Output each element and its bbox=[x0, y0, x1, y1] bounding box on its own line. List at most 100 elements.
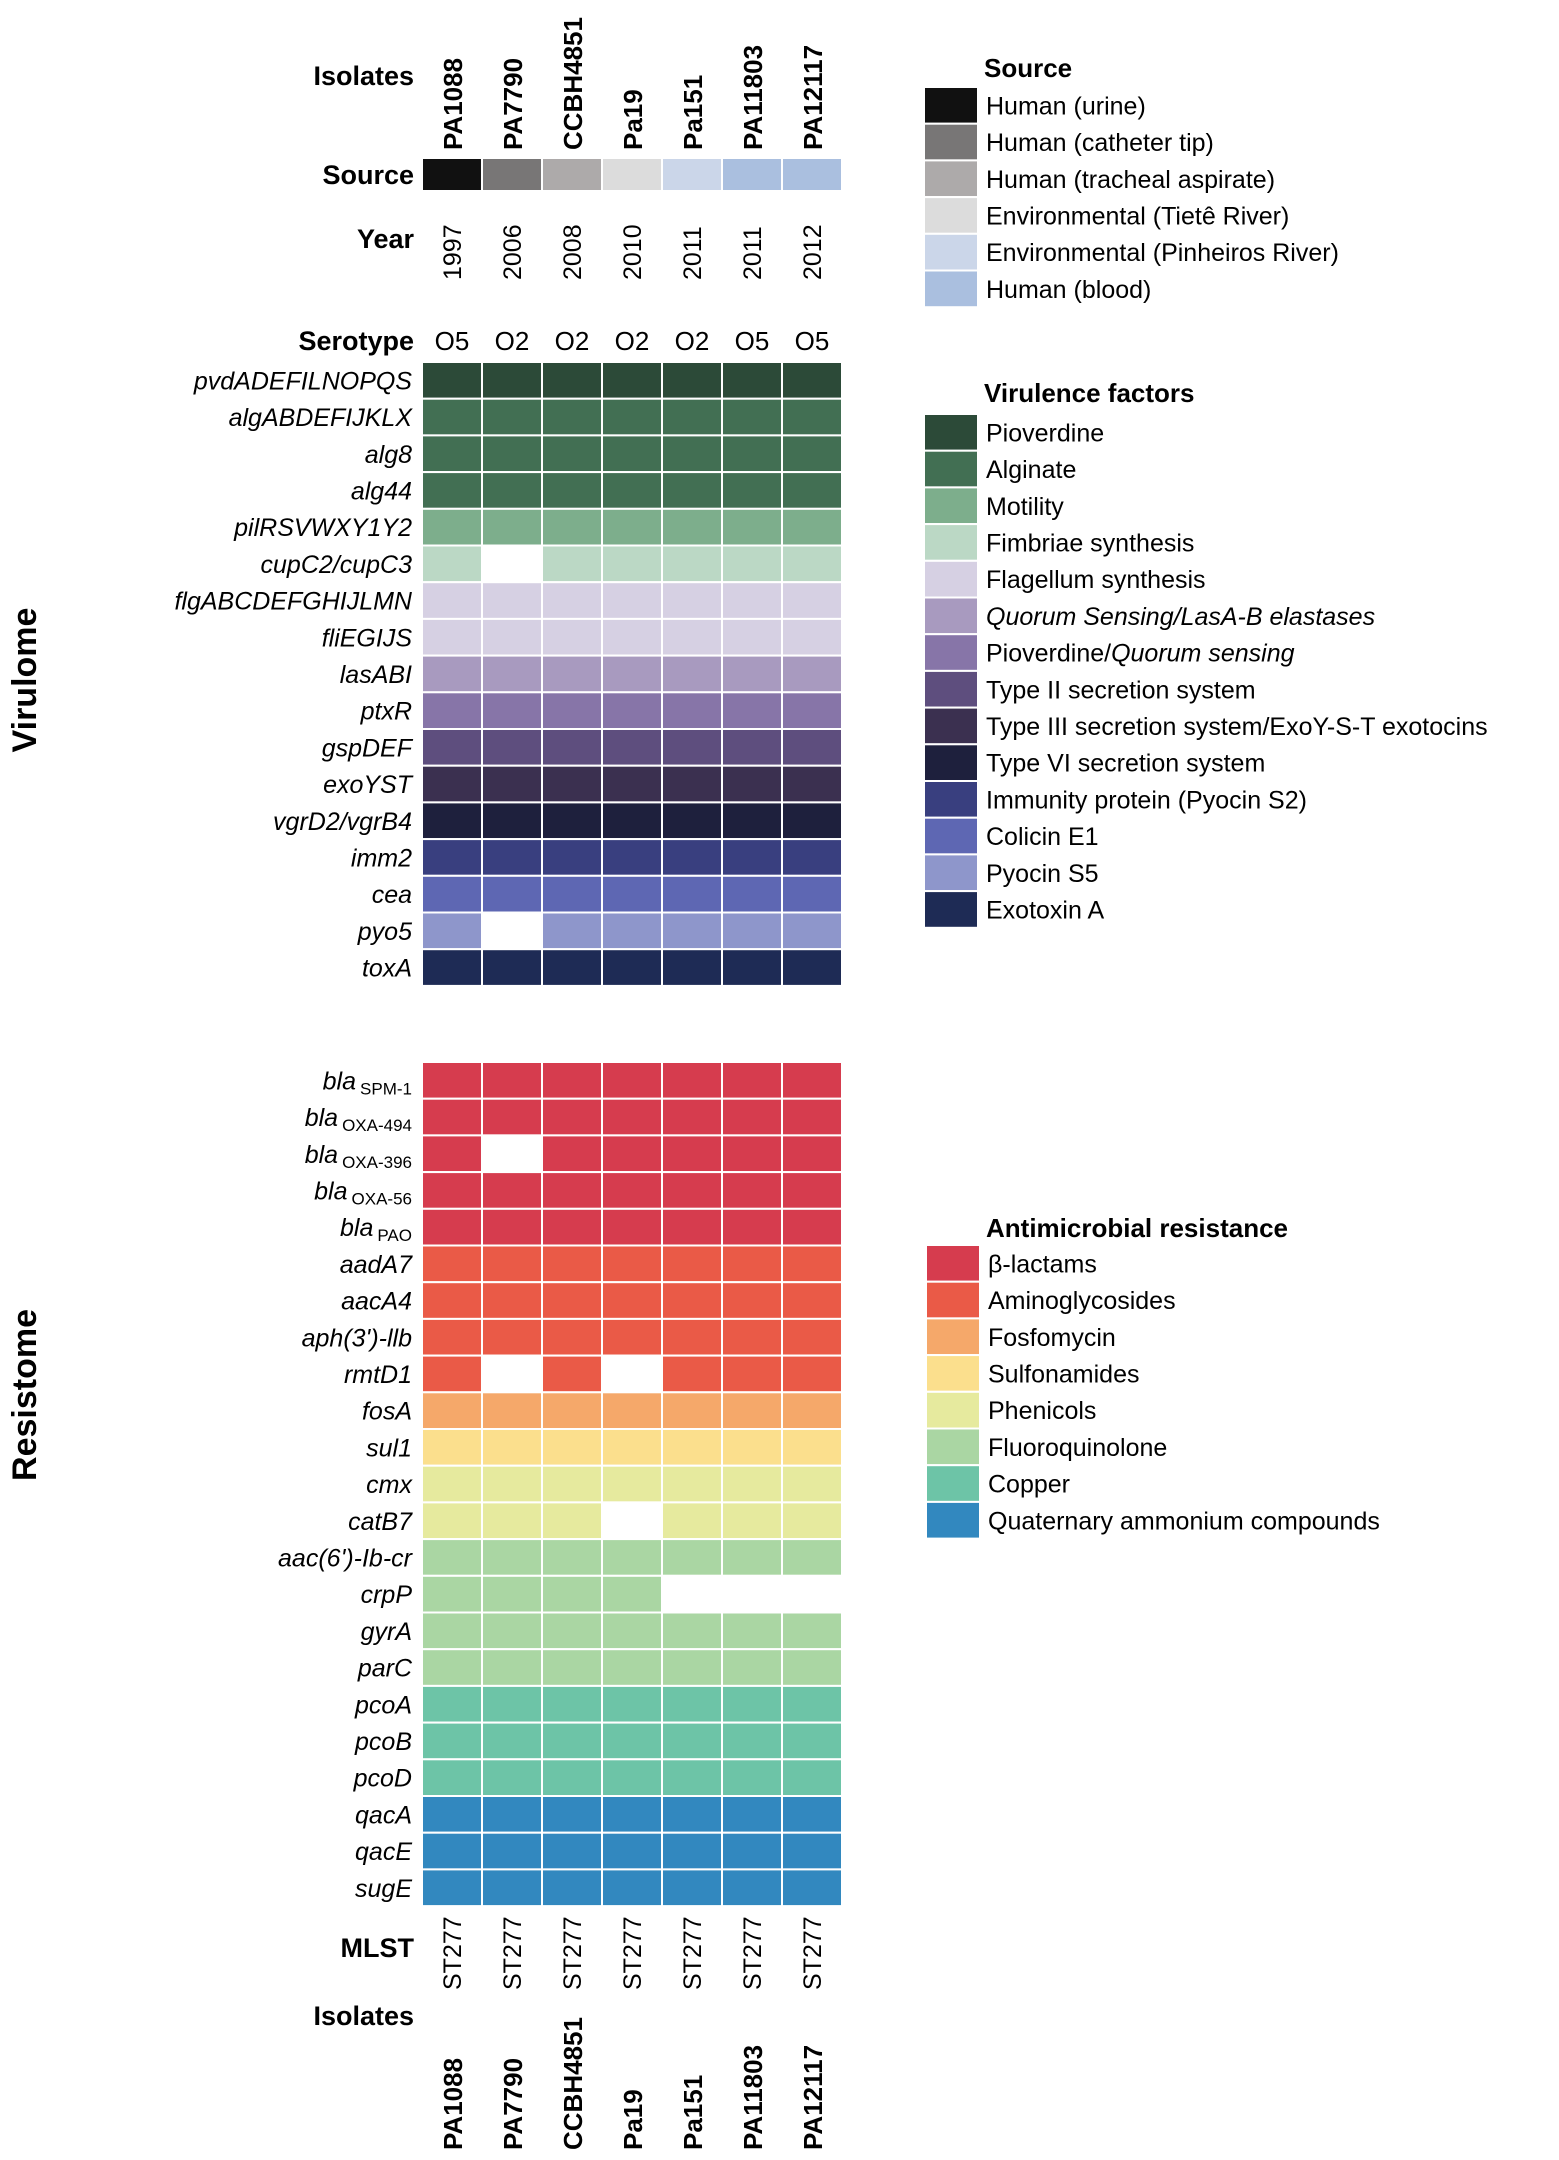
heatmap-cell-present bbox=[721, 1648, 783, 1687]
heatmap-cell-present bbox=[781, 1868, 843, 1908]
heatmap-cell-present bbox=[721, 764, 783, 804]
heatmap-cell-present bbox=[781, 1134, 843, 1174]
isolate-label: Pa19 bbox=[618, 2089, 648, 2150]
heatmap-cell-present bbox=[601, 1868, 663, 1908]
gene-name: catB7 bbox=[348, 1508, 413, 1536]
heatmap-cell-present bbox=[721, 471, 783, 510]
gene-label: fosA bbox=[362, 1398, 412, 1426]
heatmap-cell-present bbox=[781, 1501, 843, 1541]
heatmap-cell-present bbox=[421, 617, 483, 657]
legend-swatch bbox=[923, 86, 979, 125]
heatmap-cell-present bbox=[481, 728, 543, 767]
heatmap-cell-present bbox=[541, 617, 603, 657]
gene-label: qacE bbox=[355, 1838, 412, 1866]
gene-name: alg44 bbox=[351, 477, 412, 505]
heatmap-cell-present bbox=[541, 728, 603, 767]
heatmap-cell-present bbox=[541, 397, 603, 437]
heatmap-cell-present bbox=[601, 801, 663, 841]
heatmap-cell-present bbox=[421, 471, 483, 510]
heatmap-cell-present bbox=[421, 1831, 483, 1871]
heatmap-cell-present bbox=[781, 544, 843, 584]
heatmap-cell-present bbox=[481, 838, 543, 877]
gene-label: bla PAO bbox=[340, 1214, 412, 1245]
heatmap-cell-present bbox=[601, 471, 663, 510]
heatmap-cell-present bbox=[661, 1207, 723, 1247]
isolates-bottom-label: Isolates bbox=[313, 2001, 414, 2031]
heatmap-cell-present bbox=[421, 544, 483, 584]
gene-name: lasABI bbox=[340, 661, 412, 689]
heatmap-cell-present bbox=[421, 1391, 483, 1431]
heatmap-cell-present bbox=[661, 1244, 723, 1284]
gene-name: qacE bbox=[355, 1838, 412, 1866]
gene-label: pcoA bbox=[354, 1691, 412, 1719]
heatmap-cell-present bbox=[541, 1097, 603, 1137]
legend-swatch bbox=[923, 232, 979, 272]
source-row-label: Source bbox=[322, 160, 414, 190]
legend-swatch bbox=[923, 486, 979, 526]
heatmap-cell-present bbox=[781, 911, 843, 951]
heatmap-cell-present bbox=[661, 1721, 723, 1761]
legend-label-text: Flagellum synthesis bbox=[986, 566, 1206, 594]
heatmap-cell-present bbox=[781, 1758, 843, 1798]
legend-label-text: Phenicols bbox=[988, 1397, 1096, 1425]
heatmap-cell-present bbox=[421, 434, 483, 474]
heatmap-cell-present bbox=[541, 654, 603, 694]
year-row-label: Year bbox=[357, 224, 415, 254]
heatmap-cell-present bbox=[781, 1721, 843, 1761]
gene-label: flgABCDEFGHIJLMN bbox=[174, 588, 412, 616]
legend-swatch bbox=[923, 780, 979, 819]
heatmap-cell-present bbox=[601, 1464, 663, 1504]
heatmap-cell-present bbox=[421, 911, 483, 951]
legend-label: Human (catheter tip) bbox=[986, 129, 1214, 157]
heatmap-cell-present bbox=[541, 1134, 603, 1174]
heatmap-cell-present bbox=[601, 617, 663, 657]
isolate-label: PA11803 bbox=[738, 45, 768, 150]
heatmap-cell-present bbox=[781, 1464, 843, 1504]
heatmap-cell-present bbox=[661, 1134, 723, 1174]
gene-name: aph(3')-llb bbox=[302, 1324, 412, 1352]
legend-swatch bbox=[923, 159, 979, 199]
heatmap-cell-present bbox=[721, 1207, 783, 1247]
heatmap-cell-present bbox=[781, 691, 843, 730]
gene-label: alg8 bbox=[365, 441, 412, 469]
isolate-label: PA1088 bbox=[438, 58, 468, 150]
gene-label: cmx bbox=[366, 1471, 413, 1499]
legend-swatch bbox=[923, 196, 979, 235]
heatmap-cell-present bbox=[481, 1281, 543, 1320]
heatmap-cell-present bbox=[541, 1538, 603, 1577]
heatmap-cell-present bbox=[661, 397, 723, 437]
legend-label: Human (urine) bbox=[986, 92, 1146, 120]
heatmap-cell-present bbox=[601, 1611, 663, 1651]
legend-swatch bbox=[923, 413, 979, 452]
isolate-labels-top: PA1088 PA7790 CCBH4851 Pa19 Pa151 PA11803 PA12… bbox=[438, 17, 828, 150]
serotype-label: O2 bbox=[495, 326, 530, 356]
heatmap-cell-present bbox=[661, 1281, 723, 1320]
gene-name: pyo5 bbox=[357, 918, 412, 946]
legend-label-text: Copper bbox=[988, 1471, 1070, 1499]
heatmap-cell-present bbox=[721, 728, 783, 767]
heatmap-cell-present bbox=[661, 617, 723, 657]
isolate-label: CCBH4851 bbox=[558, 2017, 588, 2150]
gene-label: gspDEF bbox=[322, 734, 414, 762]
heatmap-cell-present bbox=[661, 1097, 723, 1137]
gene-name: pcoB bbox=[354, 1728, 412, 1756]
heatmap-cell-present bbox=[481, 1428, 543, 1467]
heatmap-cell-present bbox=[601, 1281, 663, 1320]
heatmap-cell-present bbox=[481, 691, 543, 730]
heatmap-cell-present bbox=[601, 1648, 663, 1687]
legend-label: Human (tracheal aspirate) bbox=[986, 166, 1275, 194]
mlst-label: ST277 bbox=[439, 1916, 467, 1990]
heatmap-cell-present bbox=[541, 361, 603, 400]
heatmap-cell-present bbox=[661, 948, 723, 987]
heatmap-cell-present bbox=[481, 361, 543, 400]
heatmap-cell-present bbox=[661, 361, 723, 400]
legend-label-text: Pioverdine/ bbox=[986, 640, 1111, 668]
serotype-label: O5 bbox=[735, 326, 770, 356]
heatmap-cell-present bbox=[541, 1244, 603, 1284]
heatmap-cell-present bbox=[721, 361, 783, 400]
gene-subscript: OXA-396 bbox=[342, 1153, 412, 1172]
mlst-label: ST277 bbox=[499, 1916, 527, 1990]
heatmap-cell-present bbox=[721, 1281, 783, 1320]
heatmap-cell-present bbox=[721, 948, 783, 987]
heatmap-cell-present bbox=[781, 1428, 843, 1467]
